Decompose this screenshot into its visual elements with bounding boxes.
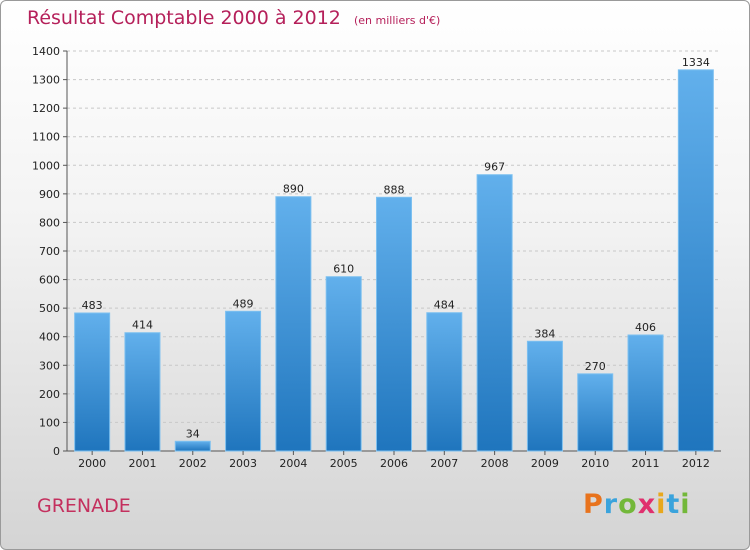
y-tick-label: 1300 [32,74,60,87]
data-label-2004: 890 [283,183,304,196]
x-tick-label-2001: 2001 [128,457,156,470]
bar-2011 [627,334,664,452]
y-tick-label: 200 [39,388,60,401]
bar-2006 [376,196,412,452]
y-tick-label: 0 [53,445,60,458]
logo-letter: t [666,489,681,520]
x-tick-label-2006: 2006 [380,457,408,470]
chart-subtitle: (en milliers d'€) [353,14,441,27]
x-tick-label-2009: 2009 [531,457,559,470]
bar-2008 [476,174,513,452]
x-tick-label-2007: 2007 [430,457,458,470]
proxiti-logo: Proxiti [583,489,691,520]
logo-letter: x [637,489,657,520]
x-tick-label-2003: 2003 [229,457,257,470]
bar-2001 [124,332,161,452]
y-tick-label: 600 [39,274,60,287]
data-label-2007: 484 [434,299,455,312]
logo-letter: i [656,489,667,520]
data-label-2002: 34 [186,427,200,440]
chart-title: Résultat Comptable 2000 à 2012 [27,7,341,29]
bar-2003 [225,310,262,452]
bar-2005 [325,276,362,452]
y-tick-label: 1000 [32,159,60,172]
logo-letter: r [603,489,619,520]
title-row: Résultat Comptable 2000 à 2012 (en milli… [27,7,440,29]
bar-2012 [677,69,714,452]
x-tick-label-2008: 2008 [481,457,509,470]
logo-letter: i [680,489,691,520]
bar-2000 [74,312,111,452]
y-tick-label: 300 [39,359,60,372]
x-tick-label-2010: 2010 [581,457,609,470]
y-tick-label: 900 [39,188,60,201]
location-label: GRENADE [37,495,131,517]
y-tick-label: 1100 [32,131,60,144]
y-tick-label: 400 [39,331,60,344]
data-label-2012: 1334 [682,56,710,69]
bar-2007 [426,312,463,452]
x-tick-label-2011: 2011 [632,457,660,470]
y-tick-label: 100 [39,416,60,429]
x-tick-label-2005: 2005 [330,457,358,470]
y-tick-label: 800 [39,216,60,229]
bar-2009 [526,340,563,452]
y-tick-label: 1400 [32,45,60,58]
x-tick-label-2000: 2000 [78,457,106,470]
x-tick-label-2012: 2012 [682,457,710,470]
y-tick-label: 500 [39,302,60,315]
data-label-2011: 406 [635,321,656,334]
x-tick-label-2002: 2002 [179,457,207,470]
data-label-2009: 384 [534,327,555,340]
bar-2010 [577,373,614,452]
y-tick-label: 1200 [32,102,60,115]
logo-letter: o [618,489,638,520]
x-tick-label-2004: 2004 [279,457,307,470]
y-tick-label: 700 [39,245,60,258]
data-label-2006: 888 [384,183,405,196]
bar-2004 [275,196,312,452]
data-label-2001: 414 [132,319,153,332]
logo-letter: P [583,489,604,520]
bar-2002 [174,440,211,452]
data-label-2010: 270 [585,360,606,373]
data-label-2005: 610 [333,263,354,276]
data-label-2000: 483 [82,299,103,312]
data-label-2003: 489 [233,297,254,310]
data-label-2008: 967 [484,161,505,174]
